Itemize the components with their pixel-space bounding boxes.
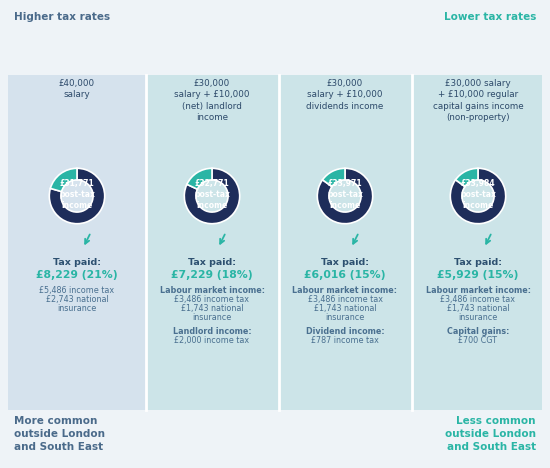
Text: insurance: insurance (458, 313, 498, 322)
Text: £6,016 (15%): £6,016 (15%) (304, 270, 386, 280)
Text: £31,771
post-tax
income: £31,771 post-tax income (59, 179, 95, 210)
Text: £2,000 income tax: £2,000 income tax (174, 336, 250, 345)
Text: £32,771
post-tax
income: £32,771 post-tax income (194, 179, 230, 210)
Text: £700 CGT: £700 CGT (459, 336, 498, 345)
Text: £33,984
post-tax
income: £33,984 post-tax income (460, 179, 496, 210)
Text: More common
outside London
and South East: More common outside London and South Eas… (14, 416, 105, 453)
Text: £3,486 income tax: £3,486 income tax (307, 295, 382, 304)
Text: £30,000
salary + £10,000
dividends income: £30,000 salary + £10,000 dividends incom… (306, 79, 384, 111)
Text: Landlord income:: Landlord income: (173, 327, 251, 336)
Text: £40,000
salary: £40,000 salary (59, 79, 95, 99)
Bar (146, 75, 542, 410)
Wedge shape (455, 168, 478, 187)
Text: insurance: insurance (57, 304, 97, 313)
Wedge shape (50, 168, 104, 224)
Text: £1,743 national: £1,743 national (181, 304, 243, 313)
Text: Tax paid:: Tax paid: (188, 258, 236, 267)
Text: £30,000 salary
+ £10,000 regular
capital gains income
(non-property): £30,000 salary + £10,000 regular capital… (433, 79, 523, 122)
Text: £33,971
post-tax
income: £33,971 post-tax income (327, 179, 363, 210)
Text: £5,486 income tax: £5,486 income tax (40, 286, 114, 295)
Wedge shape (51, 168, 77, 191)
Text: £30,000
salary + £10,000
(net) landlord
income: £30,000 salary + £10,000 (net) landlord … (174, 79, 250, 122)
Text: Labour market income:: Labour market income: (293, 286, 398, 295)
Wedge shape (450, 168, 505, 224)
Text: £3,486 income tax: £3,486 income tax (441, 295, 515, 304)
Text: Higher tax rates: Higher tax rates (14, 12, 110, 22)
Text: £787 income tax: £787 income tax (311, 336, 379, 345)
Text: Tax paid:: Tax paid: (454, 258, 502, 267)
Text: insurance: insurance (326, 313, 365, 322)
Bar (8, 75, 146, 410)
Text: £5,929 (15%): £5,929 (15%) (437, 270, 519, 280)
Text: £7,229 (18%): £7,229 (18%) (171, 270, 253, 280)
Text: Lower tax rates: Lower tax rates (444, 12, 536, 22)
Text: £8,229 (21%): £8,229 (21%) (36, 270, 118, 280)
Text: £1,743 national: £1,743 national (314, 304, 376, 313)
Text: Tax paid:: Tax paid: (321, 258, 369, 267)
Wedge shape (317, 168, 373, 224)
Wedge shape (184, 168, 240, 224)
Wedge shape (322, 168, 345, 187)
Text: Capital gains:: Capital gains: (447, 327, 509, 336)
Text: Labour market income:: Labour market income: (426, 286, 531, 295)
Text: £1,743 national: £1,743 national (447, 304, 509, 313)
Text: £3,486 income tax: £3,486 income tax (174, 295, 250, 304)
Text: Less common
outside London
and South East: Less common outside London and South Eas… (445, 416, 536, 453)
Text: Labour market income:: Labour market income: (160, 286, 265, 295)
Text: Dividend income:: Dividend income: (306, 327, 384, 336)
Wedge shape (187, 168, 212, 189)
Text: £2,743 national: £2,743 national (46, 295, 108, 304)
Text: Tax paid:: Tax paid: (53, 258, 101, 267)
Text: insurance: insurance (192, 313, 232, 322)
